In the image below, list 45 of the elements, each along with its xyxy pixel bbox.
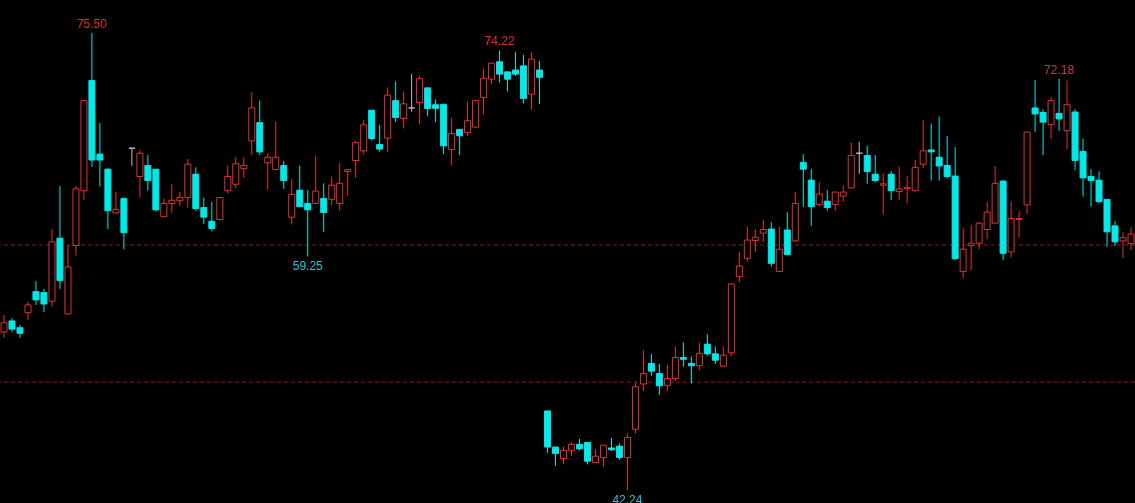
candlestick [280,160,288,190]
candlestick [655,363,663,396]
candlestick [775,226,783,273]
candlestick [312,154,320,204]
candlestick [871,154,879,183]
candlestick [623,432,631,491]
candlestick [735,251,743,284]
candlestick [687,356,695,385]
candlestick [1055,78,1063,132]
candlestick [416,75,424,125]
candlestick [288,178,296,225]
candlestick [136,149,144,199]
candlestick [823,189,831,212]
candlestick [1047,96,1055,140]
candlestick [400,91,408,130]
candlestick [679,341,687,368]
candlestick [536,60,544,105]
annotation: 74.22 [484,34,515,49]
candlestick [879,172,887,215]
candlestick [815,181,823,207]
candlestick [647,353,655,377]
candlestick [719,346,727,367]
candlestick [448,117,456,166]
candlestick [408,73,416,113]
candlestick [927,122,935,182]
candlestick [320,182,328,233]
candlestick [799,153,807,208]
candlestick [24,301,32,321]
candlestick [216,197,224,220]
candlestick [759,219,767,243]
candlestick [208,201,216,232]
candlestick [863,145,871,185]
annotation: 59.25 [292,259,324,274]
candlestick [919,119,927,169]
candlestick [695,341,703,371]
candlestick [639,349,647,392]
annotation: 72.18 [1044,62,1075,77]
annotation: 75.50 [76,17,108,31]
candlestick [959,227,967,279]
candlestick [112,191,120,214]
candlestick [344,169,352,197]
candlestick [456,128,464,156]
candlestick [887,170,895,201]
candlestick [392,80,400,123]
candlestick [376,124,384,153]
